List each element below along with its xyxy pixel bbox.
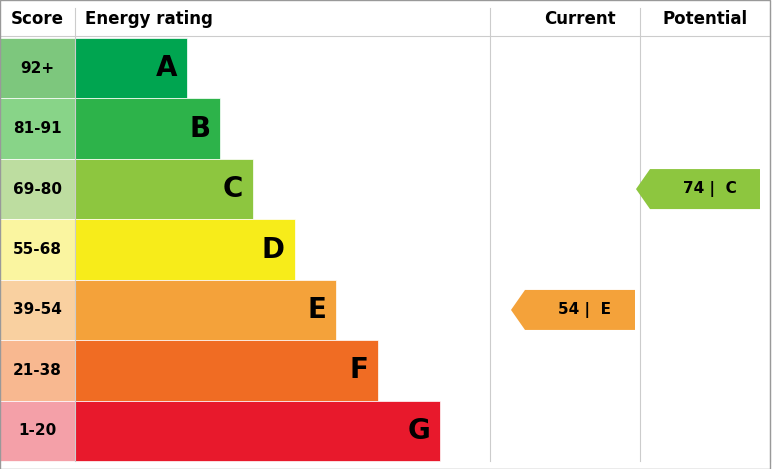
Bar [0,159,75,219]
Bar [75,340,378,401]
Text: Energy rating: Energy rating [85,10,213,28]
Text: 81-91: 81-91 [13,121,62,136]
Text: D: D [262,235,285,264]
Text: B: B [189,114,210,143]
Text: 21-38: 21-38 [13,363,62,378]
Text: 69-80: 69-80 [13,182,62,197]
Text: 55-68: 55-68 [13,242,62,257]
Bar [0,401,75,461]
Bar [75,280,337,340]
Polygon shape [511,290,635,330]
Text: G: G [408,417,430,445]
Text: F: F [349,356,368,385]
Text: Current: Current [544,10,615,28]
Bar [75,98,220,159]
Text: Potential: Potential [662,10,747,28]
Text: 1-20: 1-20 [19,424,57,439]
Text: 54 |  E: 54 | E [558,302,612,318]
Polygon shape [636,169,760,209]
Bar [0,340,75,401]
Text: E: E [308,296,326,324]
Text: 92+: 92+ [20,61,55,76]
Text: 74 |  C: 74 | C [683,181,737,197]
Text: C: C [223,175,244,203]
Bar [75,219,295,280]
Bar [0,219,75,280]
Text: 39-54: 39-54 [13,303,62,318]
Text: A: A [155,54,177,82]
Bar [75,159,254,219]
Bar [0,98,75,159]
Text: Score: Score [11,10,64,28]
Bar [75,401,440,461]
Bar [0,38,75,98]
Bar [0,280,75,340]
Bar [75,38,187,98]
